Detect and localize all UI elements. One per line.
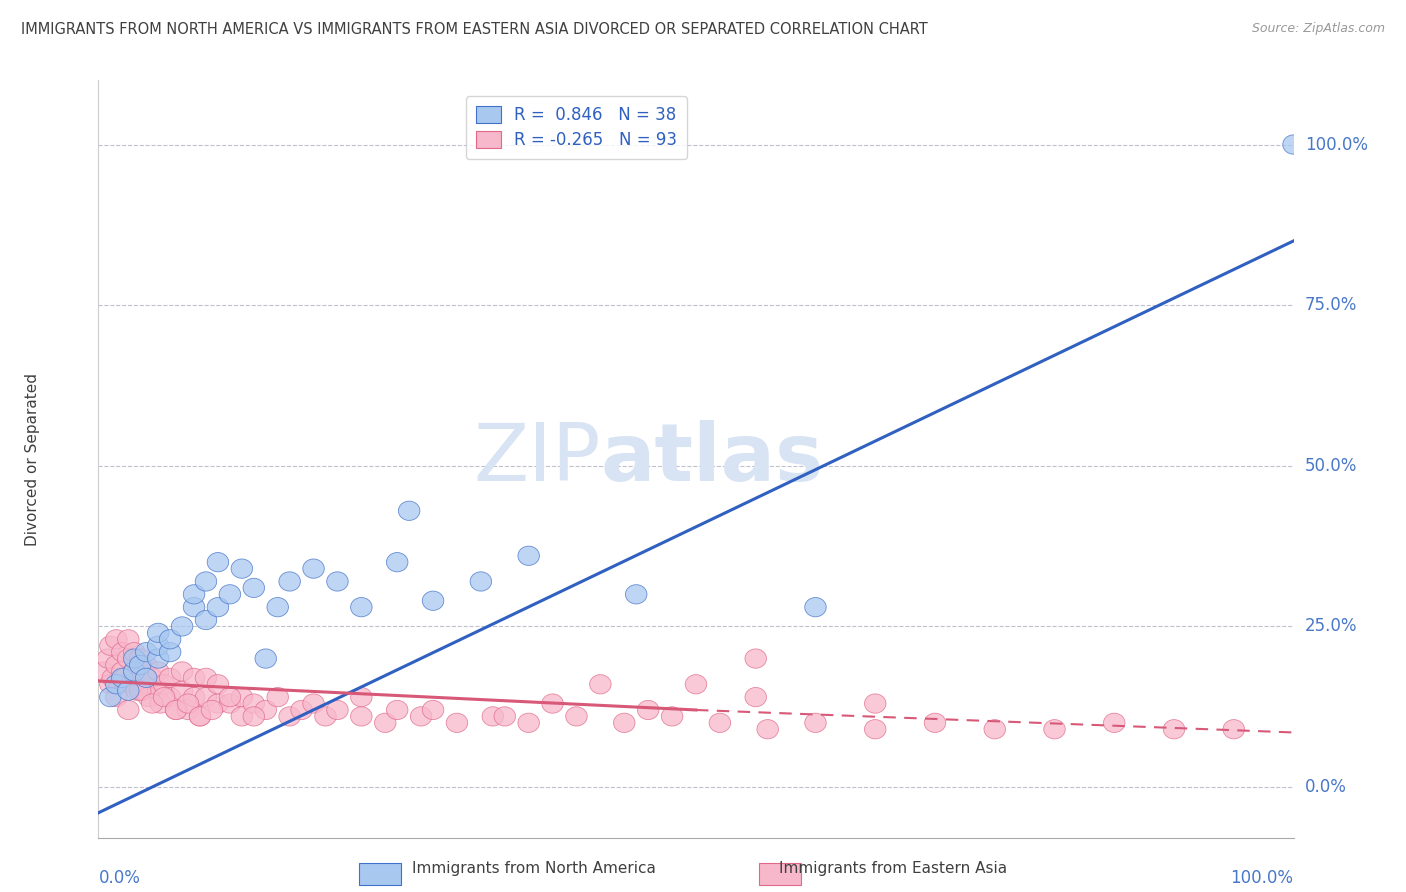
Text: 100.0%: 100.0%: [1305, 136, 1368, 153]
Text: 25.0%: 25.0%: [1305, 617, 1357, 635]
Text: 100.0%: 100.0%: [1230, 869, 1294, 887]
Text: 0.0%: 0.0%: [1305, 778, 1347, 796]
Text: 50.0%: 50.0%: [1305, 457, 1357, 475]
Text: ZIP: ZIP: [472, 420, 600, 499]
Text: Divorced or Separated: Divorced or Separated: [25, 373, 41, 546]
Text: IMMIGRANTS FROM NORTH AMERICA VS IMMIGRANTS FROM EASTERN ASIA DIVORCED OR SEPARA: IMMIGRANTS FROM NORTH AMERICA VS IMMIGRA…: [21, 22, 928, 37]
FancyBboxPatch shape: [759, 863, 801, 885]
Text: 75.0%: 75.0%: [1305, 296, 1357, 314]
Text: Source: ZipAtlas.com: Source: ZipAtlas.com: [1251, 22, 1385, 36]
FancyBboxPatch shape: [359, 863, 401, 885]
Text: Immigrants from North America: Immigrants from North America: [412, 861, 657, 876]
Text: 0.0%: 0.0%: [98, 869, 141, 887]
Legend: R =  0.846   N = 38, R = -0.265   N = 93: R = 0.846 N = 38, R = -0.265 N = 93: [465, 96, 688, 159]
Text: atlas: atlas: [600, 420, 824, 499]
Text: Immigrants from Eastern Asia: Immigrants from Eastern Asia: [779, 861, 1007, 876]
